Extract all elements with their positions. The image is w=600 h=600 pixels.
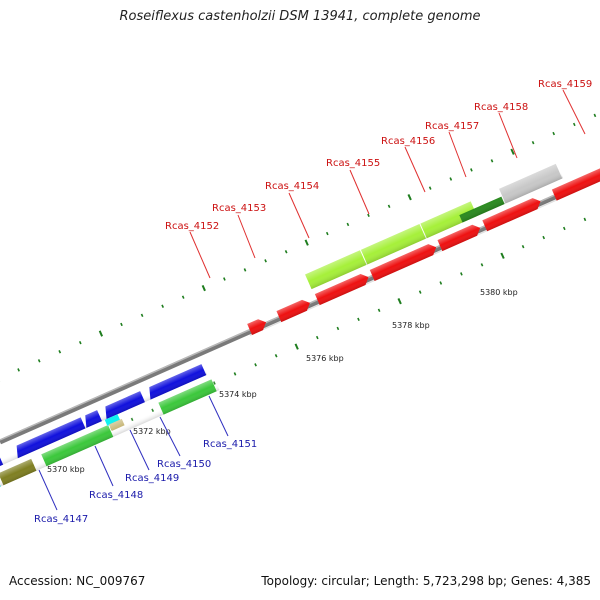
tick-mark-lower <box>377 308 381 313</box>
scale-label-5378: 5378 kbp <box>392 321 430 330</box>
gene-rcas-4149-blue-arrow[interactable] <box>82 410 102 428</box>
leader-rcas-4151 <box>208 395 229 437</box>
tick-mark-upper <box>284 250 288 254</box>
gene-label-rcas-4152[interactable]: Rcas_4152 <box>165 221 219 232</box>
tick-mark-lower <box>500 252 505 259</box>
gene-rcas-4147-olive[interactable] <box>0 458 37 486</box>
tick-mark-lower <box>397 297 402 305</box>
tick-mark-lower <box>233 372 237 376</box>
tick-mark-upper <box>17 368 20 372</box>
gene-label-rcas-4150[interactable]: Rcas_4150 <box>157 459 211 470</box>
accession-label: Accession: NC_009767 <box>9 574 146 588</box>
tick-mark-upper <box>428 186 432 190</box>
tick-mark-upper <box>201 284 206 292</box>
leader-rcas-4148 <box>94 445 114 487</box>
tick-mark-upper <box>531 140 535 145</box>
tick-mark-lower <box>336 326 340 331</box>
map-title: Roseiflexus castenholzii DSM 13941, comp… <box>119 9 481 24</box>
gene-label-rcas-4156[interactable]: Rcas_4156 <box>381 136 435 147</box>
tick-mark-lower <box>315 335 319 340</box>
tick-mark-upper <box>37 359 41 363</box>
scale-label-5376: 5376 kbp <box>306 354 344 363</box>
tick-mark-lower <box>542 235 546 240</box>
tick-mark-upper <box>78 340 82 345</box>
tick-mark-upper <box>490 159 494 163</box>
leader-rcas-4155 <box>349 169 370 215</box>
tick-mark-lower <box>274 354 278 358</box>
tick-mark-upper <box>325 231 329 236</box>
gene-label-rcas-4158[interactable]: Rcas_4158 <box>474 102 528 113</box>
tick-mark-upper <box>243 268 247 272</box>
tick-mark-upper <box>449 177 453 181</box>
leader-rcas-4154 <box>288 192 310 239</box>
tick-mark-upper <box>264 259 267 263</box>
tick-mark-lower <box>151 408 155 412</box>
tick-mark-upper <box>470 168 473 172</box>
tick-mark-upper <box>552 131 556 136</box>
tick-mark-lower <box>480 263 484 267</box>
leader-rcas-4157 <box>448 131 467 178</box>
scale-label-5372: 5372 kbp <box>133 427 171 436</box>
leader-rcas-4156 <box>404 146 426 193</box>
leader-rcas-4153 <box>237 214 256 259</box>
scale-label-5370: 5370 kbp <box>47 465 85 474</box>
tick-mark-upper <box>510 148 515 155</box>
tick-mark-upper <box>140 313 144 318</box>
leader-rcas-4159 <box>562 89 586 135</box>
tick-mark-lower <box>460 272 463 276</box>
leader-rcas-4158 <box>498 112 518 159</box>
tick-mark-upper <box>593 113 597 118</box>
tick-mark-lower <box>130 417 134 422</box>
gene-label-rcas-4148[interactable]: Rcas_4148 <box>89 490 143 501</box>
tick-mark-upper <box>346 222 350 227</box>
gene-label-rcas-4157[interactable]: Rcas_4157 <box>425 121 479 132</box>
gene-rcas-4146-arrow[interactable] <box>0 457 4 472</box>
forward-strand-features <box>245 159 600 336</box>
tick-mark-upper <box>572 122 576 127</box>
gene-label-rcas-4154[interactable]: Rcas_4154 <box>265 181 319 192</box>
tick-mark-lower <box>562 226 566 231</box>
tick-mark-lower <box>294 343 299 350</box>
tick-mark-upper <box>120 322 123 327</box>
tick-mark-lower <box>583 217 587 222</box>
gene-rcas-4153-arrow[interactable] <box>276 297 312 323</box>
gene-label-rcas-4159[interactable]: Rcas_4159 <box>538 79 592 90</box>
tick-mark-lower <box>254 363 257 367</box>
tick-mark-lower <box>521 244 525 249</box>
leader-rcas-4149 <box>129 429 150 471</box>
tick-mark-lower <box>439 281 443 285</box>
tick-mark-lower <box>213 381 216 385</box>
gene-label-rcas-4151[interactable]: Rcas_4151 <box>203 439 257 450</box>
top-leader-lines <box>189 89 586 279</box>
tick-mark-upper <box>304 239 309 246</box>
tick-mark-lower <box>418 290 422 294</box>
bottom-leader-lines <box>38 395 229 511</box>
tick-mark-upper <box>223 277 226 281</box>
gene-label-rcas-4149[interactable]: Rcas_4149 <box>125 473 179 484</box>
tick-mark-upper <box>161 304 165 308</box>
tick-mark-upper <box>367 213 370 218</box>
scale-label-5374: 5374 kbp <box>219 390 257 399</box>
genome-summary: Topology: circular; Length: 5,723,298 bp… <box>261 574 591 588</box>
tick-mark-upper <box>98 330 104 337</box>
scale-label-5380: 5380 kbp <box>480 288 518 297</box>
tick-mark-upper <box>387 204 391 209</box>
leader-rcas-4147 <box>38 469 58 511</box>
gene-label-rcas-4147[interactable]: Rcas_4147 <box>34 514 88 525</box>
leader-rcas-4150 <box>159 416 181 457</box>
tick-mark-lower <box>357 317 360 322</box>
tick-ring-upper <box>0 113 597 382</box>
gene-label-rcas-4153[interactable]: Rcas_4153 <box>212 203 266 214</box>
gene-label-rcas-4155[interactable]: Rcas_4155 <box>326 158 380 169</box>
tick-mark-upper <box>407 193 412 201</box>
tick-mark-upper <box>181 295 185 299</box>
tick-mark-upper <box>58 350 62 354</box>
gene-rcas-4159-arrow[interactable] <box>551 159 600 201</box>
leader-rcas-4152 <box>189 231 211 279</box>
